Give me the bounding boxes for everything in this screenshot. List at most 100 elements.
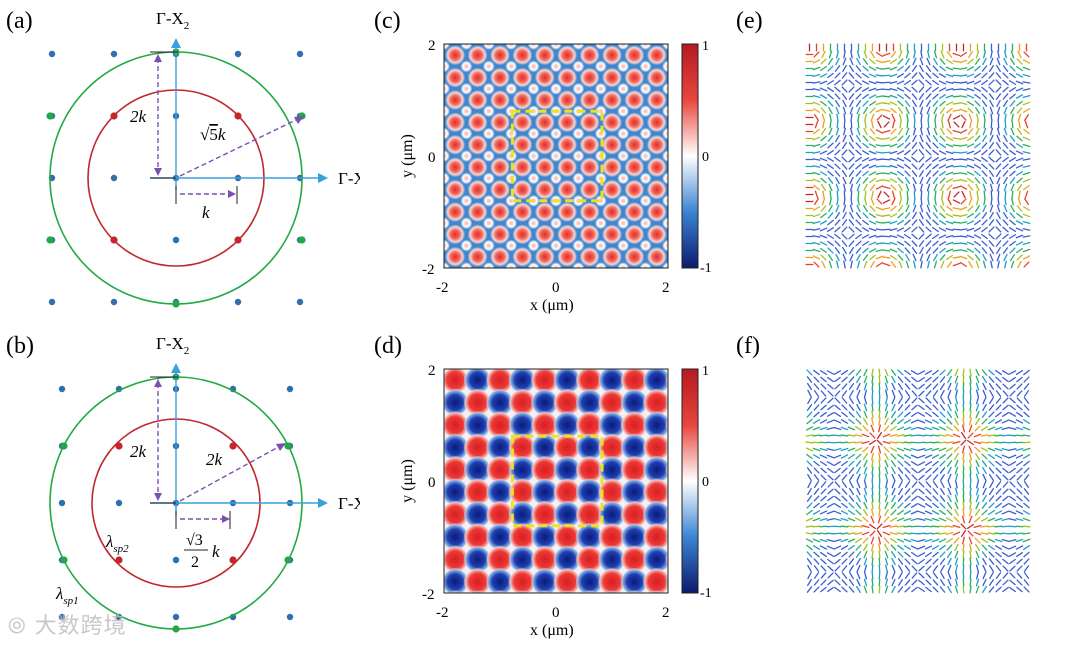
vector-arrow bbox=[841, 226, 848, 233]
vector-arrow bbox=[884, 585, 889, 594]
vector-arrow bbox=[940, 127, 945, 136]
vector-arrow bbox=[996, 127, 1001, 136]
vector-arrow bbox=[952, 137, 961, 140]
vector-arrow bbox=[911, 495, 918, 502]
vector-arrow bbox=[931, 532, 940, 535]
vector-arrow bbox=[1008, 427, 1017, 430]
vector-arrow bbox=[827, 572, 834, 579]
vector-arrow bbox=[856, 106, 861, 115]
heat-spot-red bbox=[581, 590, 598, 593]
vector-arrow bbox=[911, 488, 918, 495]
vector-arrow bbox=[945, 80, 954, 85]
heat-spot-blue bbox=[491, 369, 509, 372]
vector-arrow bbox=[841, 474, 848, 481]
vector-arrow bbox=[913, 190, 916, 199]
vector-arrow bbox=[918, 383, 925, 390]
vector-arrow bbox=[856, 204, 861, 213]
vector-arrow bbox=[884, 452, 889, 461]
vector-arrow bbox=[897, 383, 904, 390]
vector-arrow bbox=[945, 150, 954, 155]
vector-arrow bbox=[813, 586, 820, 593]
vector-arrow bbox=[954, 487, 959, 496]
vector-arrow bbox=[869, 107, 876, 114]
vector-arrow bbox=[836, 120, 839, 129]
heat-spot-blue bbox=[598, 369, 626, 395]
vector-arrow bbox=[849, 253, 854, 262]
vector-arrow bbox=[878, 410, 881, 419]
vector-arrow bbox=[981, 219, 988, 226]
vector-arrow bbox=[871, 480, 874, 489]
vector-arrow bbox=[995, 551, 1002, 558]
heat-spot-blue bbox=[620, 478, 649, 507]
heat-spot-small bbox=[482, 194, 495, 207]
vector-arrow bbox=[813, 376, 820, 383]
heat-spot bbox=[512, 45, 533, 66]
vector-arrow bbox=[961, 515, 966, 524]
heat-spot bbox=[445, 202, 466, 222]
vector-arrow bbox=[911, 411, 918, 418]
vector-arrow bbox=[959, 235, 968, 238]
vector-arrow bbox=[911, 65, 918, 72]
vector-arrow bbox=[954, 473, 959, 482]
vector-arrow bbox=[827, 397, 834, 404]
heat-spot bbox=[579, 224, 600, 245]
vector-arrow bbox=[924, 538, 933, 543]
vector-arrow bbox=[1001, 426, 1010, 431]
vector-arrow bbox=[898, 571, 903, 580]
vector-arrow bbox=[904, 142, 911, 149]
vector-arrow bbox=[828, 183, 833, 192]
vector-arrow bbox=[981, 86, 988, 93]
plot-frame bbox=[443, 43, 669, 269]
vector-arrow bbox=[962, 424, 965, 433]
heat-spot-small bbox=[460, 172, 473, 185]
vector-arrow bbox=[898, 389, 903, 398]
heat-spot-blue bbox=[486, 388, 514, 417]
vector-arrow bbox=[1022, 220, 1031, 225]
vector-arrow bbox=[890, 51, 897, 58]
vector-arrow bbox=[884, 473, 889, 482]
vector-arrow bbox=[877, 445, 882, 454]
vector-arrow bbox=[1023, 397, 1030, 404]
vector-arrow bbox=[861, 227, 870, 232]
vector-arrow bbox=[938, 447, 947, 452]
vector-arrow bbox=[855, 100, 862, 107]
vector-arrow bbox=[938, 441, 947, 444]
vector-arrow bbox=[807, 578, 812, 587]
vector-arrow bbox=[856, 585, 861, 594]
vector-arrow bbox=[806, 509, 813, 516]
vector-arrow bbox=[1022, 545, 1031, 550]
vector-arrow bbox=[840, 426, 849, 431]
vector-arrow bbox=[826, 461, 835, 466]
vector-arrow bbox=[924, 419, 933, 424]
vector-arrow bbox=[962, 473, 965, 482]
heat-spot-red bbox=[598, 388, 626, 417]
heat-spot bbox=[557, 157, 578, 178]
vector-arrow bbox=[848, 544, 855, 551]
vector-arrow bbox=[1003, 204, 1008, 213]
heat-spot-blue bbox=[620, 433, 649, 462]
vector-arrow bbox=[820, 177, 827, 184]
vector-arrow bbox=[962, 557, 965, 566]
vector-arrow bbox=[1023, 369, 1030, 376]
vector-arrow bbox=[1002, 163, 1009, 170]
vector-arrow bbox=[920, 127, 923, 136]
vector-arrow bbox=[812, 151, 821, 154]
vector-arrow bbox=[812, 255, 821, 260]
vector-arrow bbox=[967, 58, 974, 65]
vector-arrow bbox=[1009, 565, 1016, 572]
vector-arrow bbox=[827, 212, 834, 219]
vector-arrow bbox=[917, 532, 926, 535]
heat-spot-small bbox=[662, 105, 668, 118]
vector-arrow bbox=[918, 86, 925, 93]
label-k: k bbox=[202, 203, 210, 222]
vector-arrow bbox=[836, 50, 839, 59]
heat-spot-small bbox=[639, 172, 652, 185]
vector-arrow bbox=[1015, 434, 1024, 437]
vector-arrow bbox=[1008, 80, 1017, 85]
vector-arrow bbox=[889, 94, 898, 99]
vector-arrow bbox=[863, 403, 868, 412]
heat-spot bbox=[579, 90, 600, 110]
vector-arrow bbox=[833, 518, 842, 521]
vector-arrow bbox=[926, 134, 931, 143]
heat-spot-blue bbox=[558, 590, 576, 593]
